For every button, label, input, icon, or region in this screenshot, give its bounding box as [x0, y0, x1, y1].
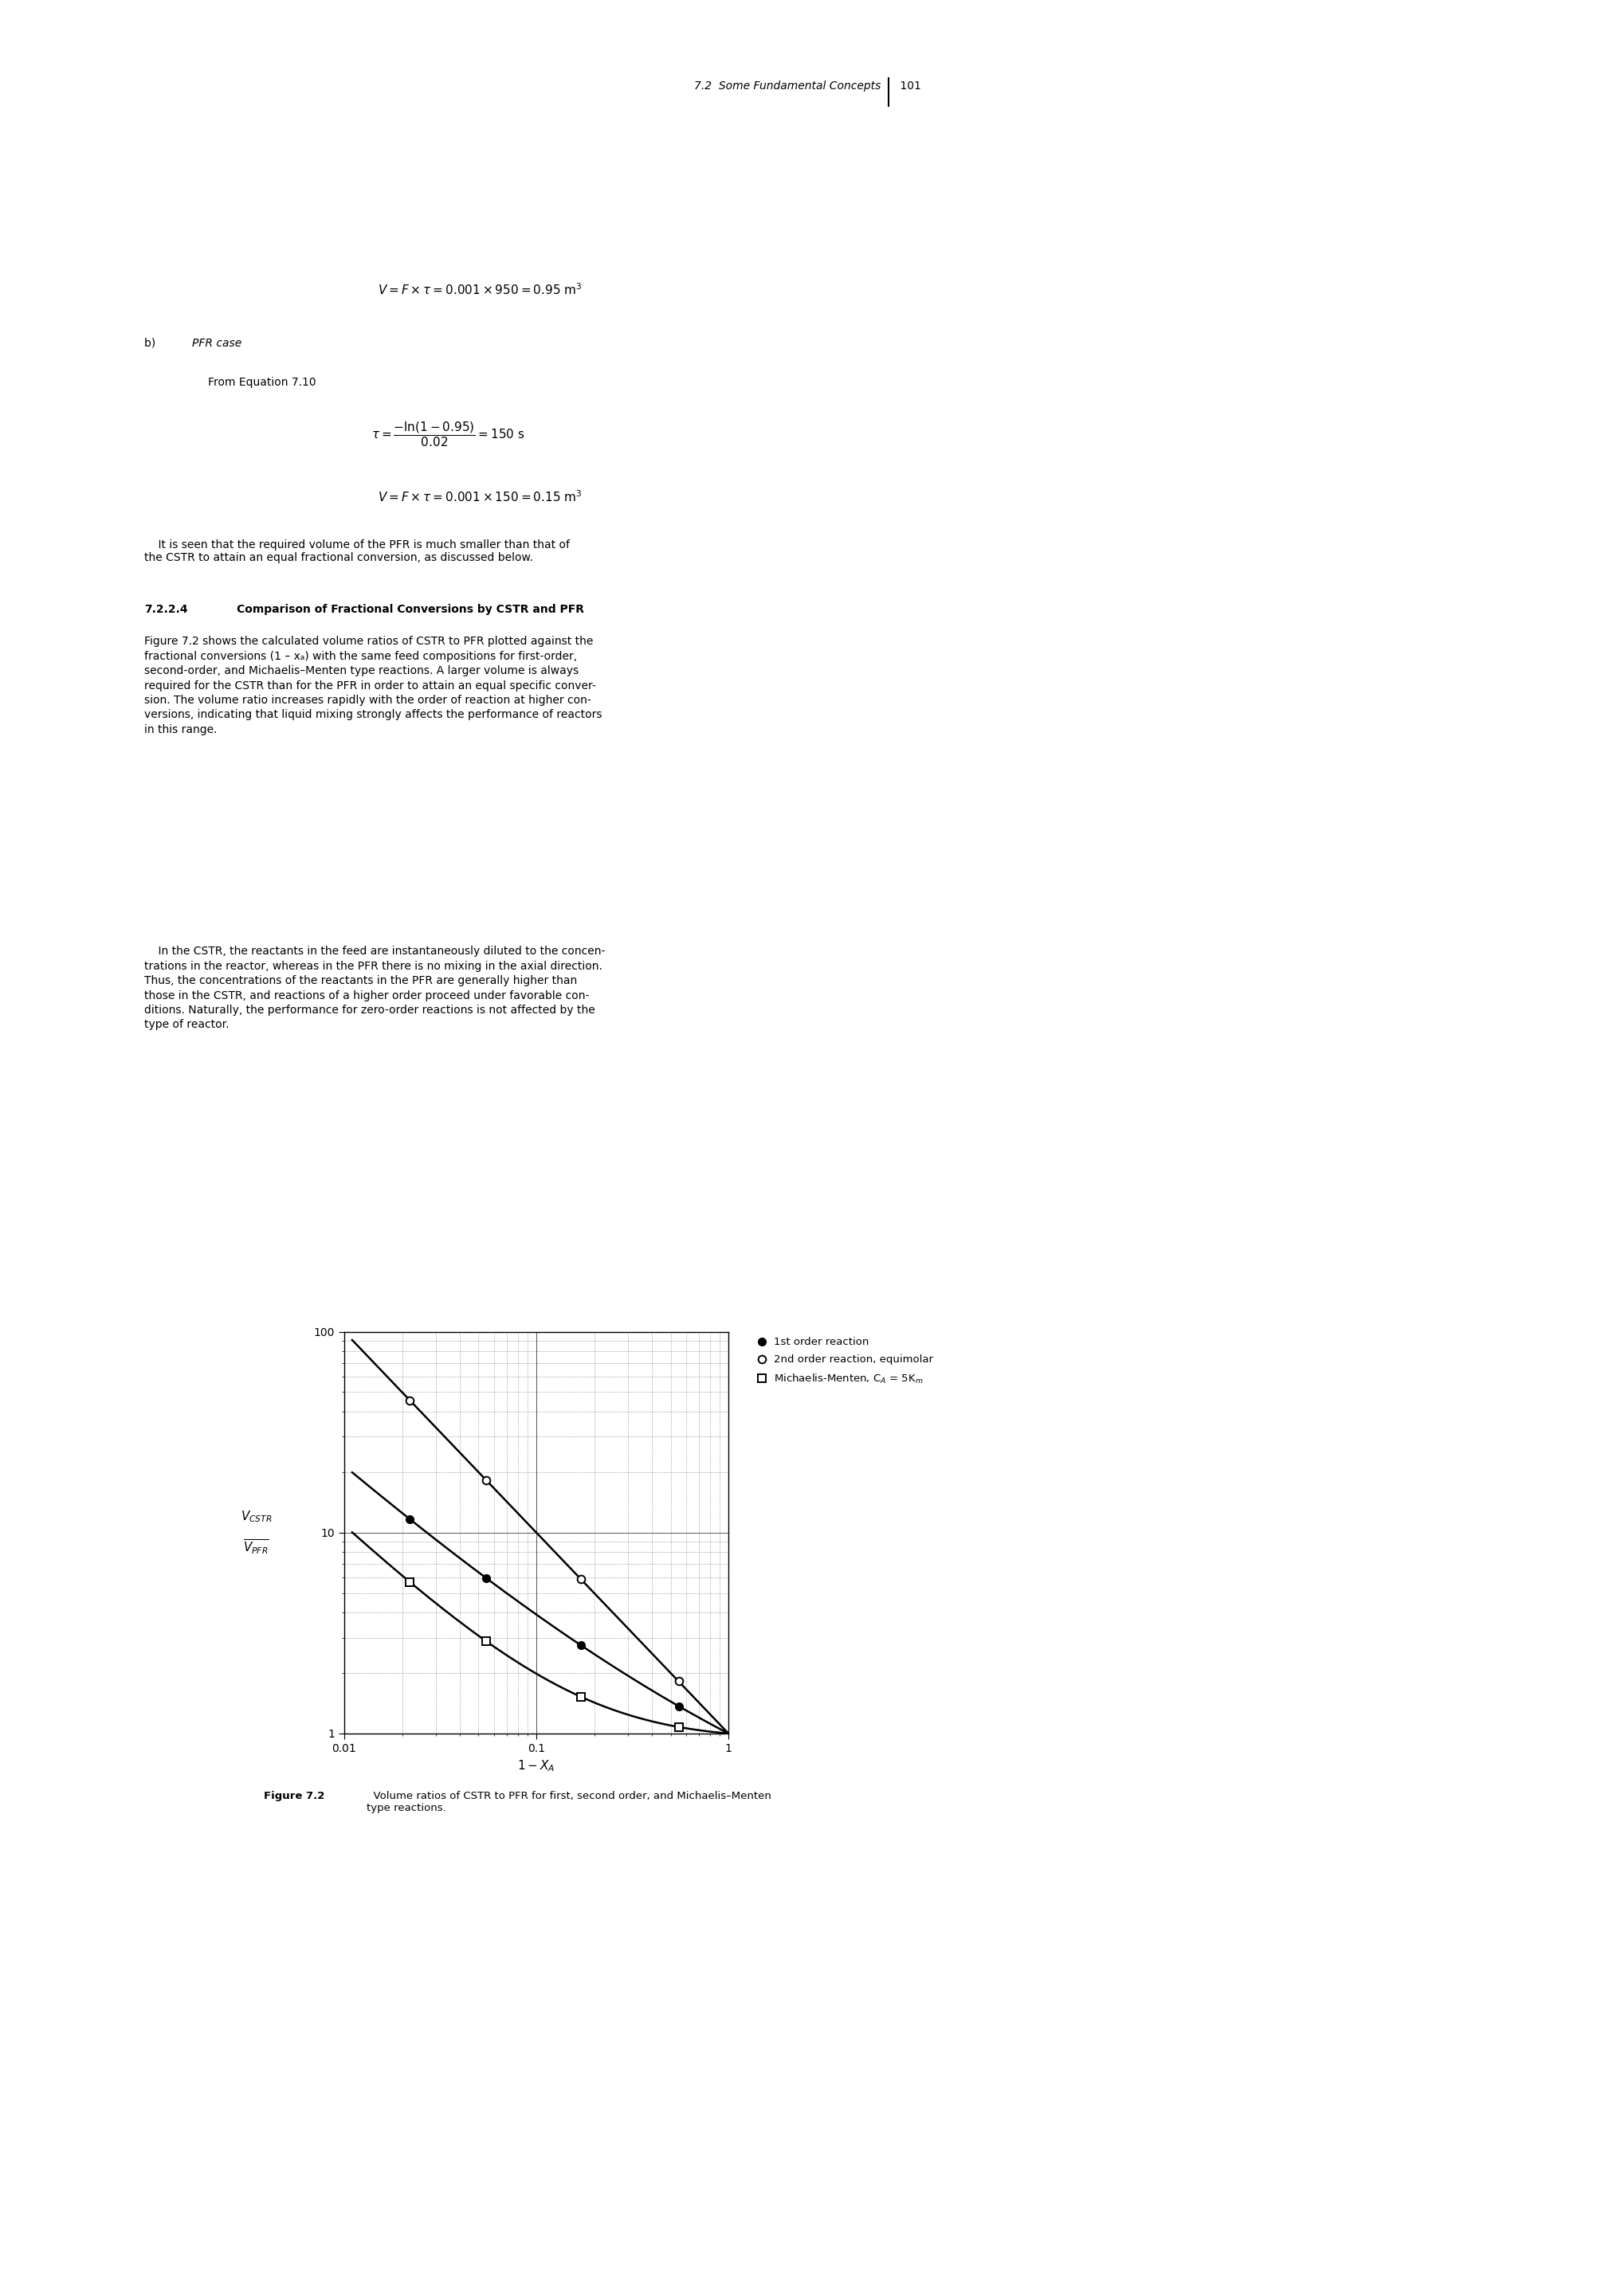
- Text: PFR case: PFR case: [192, 338, 242, 349]
- Text: $V = F \times \tau = 0.001 \times 150 = 0.15\ \mathrm{m}^3$: $V = F \times \tau = 0.001 \times 150 = …: [378, 489, 583, 503]
- Legend: 1st order reaction, 2nd order reaction, equimolar, Michaelis-Menten, C$_A$ = 5K$: 1st order reaction, 2nd order reaction, …: [757, 1336, 933, 1384]
- Text: 101: 101: [897, 80, 921, 92]
- Text: Figure 7.2 shows the calculated volume ratios of CSTR to PFR plotted against the: Figure 7.2 shows the calculated volume r…: [144, 636, 602, 735]
- Text: $V = F \times \tau = 0.001 \times 950 = 0.95\ \mathrm{m}^3$: $V = F \times \tau = 0.001 \times 950 = …: [378, 282, 583, 296]
- Text: From Equation 7.10: From Equation 7.10: [208, 377, 317, 388]
- Text: Volume ratios of CSTR to PFR for first, second order, and Michaelis–Menten
type : Volume ratios of CSTR to PFR for first, …: [367, 1791, 772, 1814]
- Text: Figure 7.2: Figure 7.2: [264, 1791, 325, 1802]
- Text: In the CSTR, the reactants in the feed are instantaneously diluted to the concen: In the CSTR, the reactants in the feed a…: [144, 946, 605, 1031]
- Text: 7.2  Some Fundamental Concepts: 7.2 Some Fundamental Concepts: [693, 80, 881, 92]
- X-axis label: $1 - X_A$: $1 - X_A$: [517, 1759, 556, 1773]
- Text: Comparison of Fractional Conversions by CSTR and PFR: Comparison of Fractional Conversions by …: [237, 604, 584, 615]
- Text: $\tau = \dfrac{-\ln(1-0.95)}{0.02} = 150\ \mathrm{s}$: $\tau = \dfrac{-\ln(1-0.95)}{0.02} = 150…: [371, 420, 525, 448]
- Text: 7.2.2.4: 7.2.2.4: [144, 604, 187, 615]
- Text: b): b): [144, 338, 162, 349]
- Text: $V_{CSTR}$
$\overline{V_{PFR}}$: $V_{CSTR}$ $\overline{V_{PFR}}$: [240, 1508, 272, 1557]
- Text: It is seen that the required volume of the PFR is much smaller than that of
the : It is seen that the required volume of t…: [144, 540, 570, 563]
